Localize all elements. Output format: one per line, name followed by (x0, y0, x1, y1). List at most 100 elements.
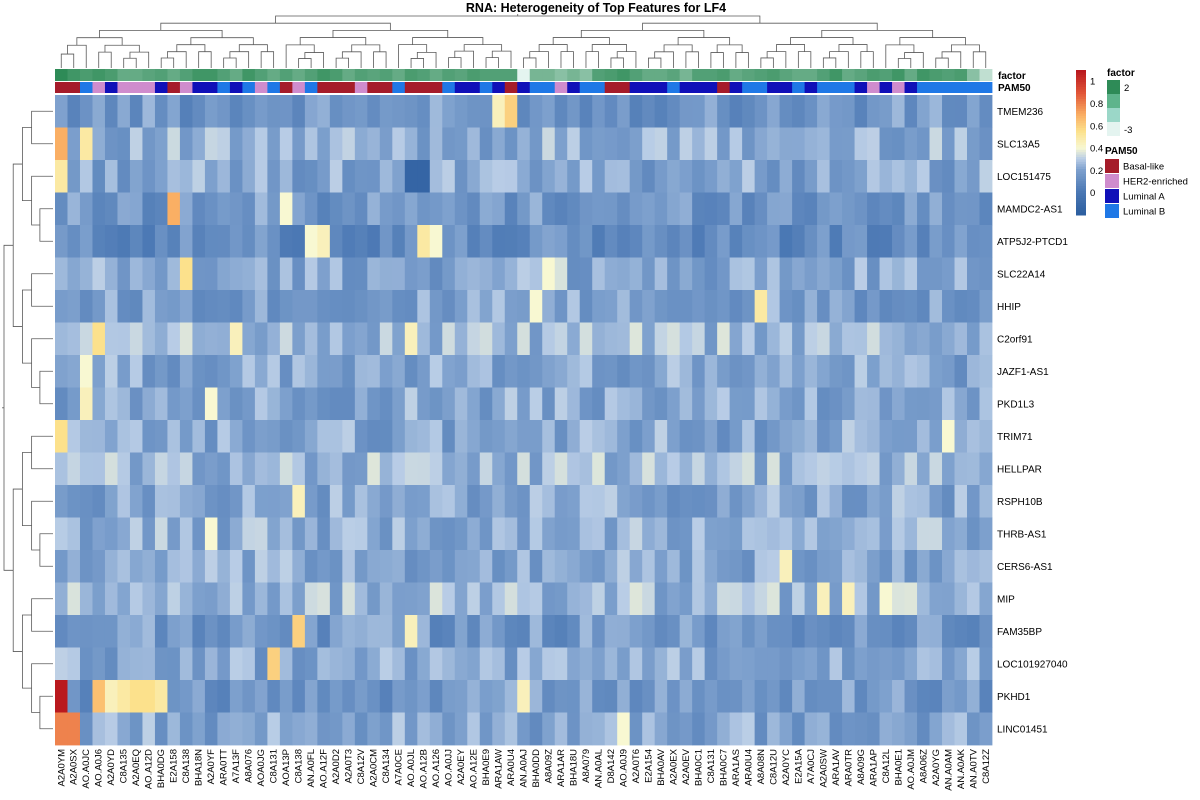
heatmap-cell (329, 712, 343, 746)
heatmap-cell (792, 160, 805, 193)
column-dendrogram-branch (885, 44, 915, 68)
heatmap-cell (204, 615, 218, 648)
heatmap-cell (792, 712, 805, 746)
pam50-cell (692, 82, 706, 93)
row-label: C2orf91 (997, 334, 1033, 345)
heatmap-cell (879, 582, 893, 616)
heatmap-cell (879, 95, 893, 128)
color-scale-swatch (1076, 111, 1086, 114)
heatmap-cell (504, 290, 518, 323)
heatmap-cell (342, 712, 356, 746)
heatmap-cell (642, 712, 656, 746)
heatmap-cell (804, 192, 818, 226)
pam50-cell (679, 82, 693, 93)
column-dendrogram-branch (335, 57, 349, 68)
pam50-cell (517, 82, 531, 93)
heatmap-cell (354, 647, 368, 681)
heatmap-cell (104, 452, 118, 486)
column-dendrogram-branch (821, 29, 934, 38)
heatmap-cell (942, 257, 955, 291)
column-label: AO.A0JM (906, 749, 917, 790)
heatmap-cell (354, 257, 368, 291)
pam50-cell (304, 82, 318, 93)
heatmap-cell (279, 355, 293, 388)
heatmap-cell (517, 485, 531, 518)
heatmap-cell (179, 387, 193, 421)
heatmap-cell (842, 290, 855, 323)
column-dendrogram-branch (99, 30, 223, 38)
heatmap-cell (979, 420, 993, 453)
heatmap-cell (954, 712, 968, 746)
column-dendrogram-branch (710, 52, 724, 68)
heatmap-cell (692, 322, 706, 356)
heatmap-cell (817, 290, 830, 323)
heatmap-cell (442, 712, 456, 746)
factor-cell (67, 69, 81, 81)
heatmap-cell (879, 452, 893, 486)
heatmap-cell (442, 550, 456, 583)
heatmap-cell (854, 322, 868, 356)
heatmap-cell (629, 550, 643, 583)
row-label: PKD1L3 (997, 399, 1035, 410)
heatmap-cell (854, 225, 868, 258)
heatmap-cell (92, 550, 106, 583)
heatmap-cell (204, 485, 218, 518)
heatmap-cell (254, 290, 268, 323)
heatmap-cell (204, 680, 218, 713)
heatmap-cell (679, 712, 693, 746)
row-label: LOC101927040 (997, 659, 1068, 670)
heatmap-cell (329, 322, 343, 356)
heatmap-cell (642, 387, 656, 421)
color-scale-tick-label: 1 (1090, 77, 1095, 88)
heatmap-cell (867, 680, 880, 713)
column-label: A2A0SX (69, 748, 80, 785)
heatmap-cell (92, 517, 106, 551)
heatmap-cell (742, 387, 756, 421)
heatmap-cell (154, 290, 168, 323)
factor-cell (729, 69, 743, 81)
pam50-cell (229, 82, 243, 93)
heatmap-cell (454, 647, 468, 681)
heatmap-cell (967, 420, 980, 453)
heatmap-cell (217, 712, 231, 746)
heatmap-cell (854, 550, 868, 583)
heatmap-cell (79, 647, 93, 681)
column-dendrogram-branch (129, 51, 150, 68)
heatmap-cell (754, 420, 768, 453)
column-label: AO.A0J6 (94, 749, 105, 787)
heatmap-cell (217, 615, 231, 648)
heatmap-cell (742, 647, 756, 681)
heatmap-cell (179, 452, 193, 486)
column-dendrogram-branch (685, 51, 699, 68)
heatmap-cell (417, 192, 431, 226)
heatmap-cell (804, 485, 818, 518)
heatmap-cell (667, 712, 681, 746)
heatmap-cell (929, 160, 943, 193)
heatmap-cell (917, 582, 930, 616)
factor-cell (754, 69, 768, 81)
heatmap-cell (692, 582, 706, 616)
heatmap-cell (67, 322, 81, 356)
heatmap-cell (692, 387, 706, 421)
heatmap-cell (604, 550, 618, 583)
heatmap-cell (317, 615, 331, 648)
heatmap-cell (167, 95, 181, 128)
heatmap-cell (142, 517, 156, 551)
column-label: ARA0U4 (743, 749, 754, 786)
factor-cell (579, 69, 593, 81)
heatmap-cell (729, 160, 743, 193)
heatmap-cell (929, 290, 943, 323)
heatmap-cell (217, 420, 231, 453)
heatmap-cell (329, 582, 343, 616)
heatmap-cell (417, 257, 431, 291)
heatmap-cell (492, 355, 506, 388)
heatmap-cell (392, 485, 406, 518)
column-label: C8A135 (119, 749, 130, 783)
pam50-cell (567, 82, 581, 93)
heatmap-cell (279, 290, 293, 323)
heatmap-cell (692, 615, 706, 648)
heatmap-cell (767, 225, 781, 258)
heatmap-cell (367, 550, 381, 583)
pam50-cell (129, 82, 143, 93)
heatmap-cell (354, 452, 368, 486)
